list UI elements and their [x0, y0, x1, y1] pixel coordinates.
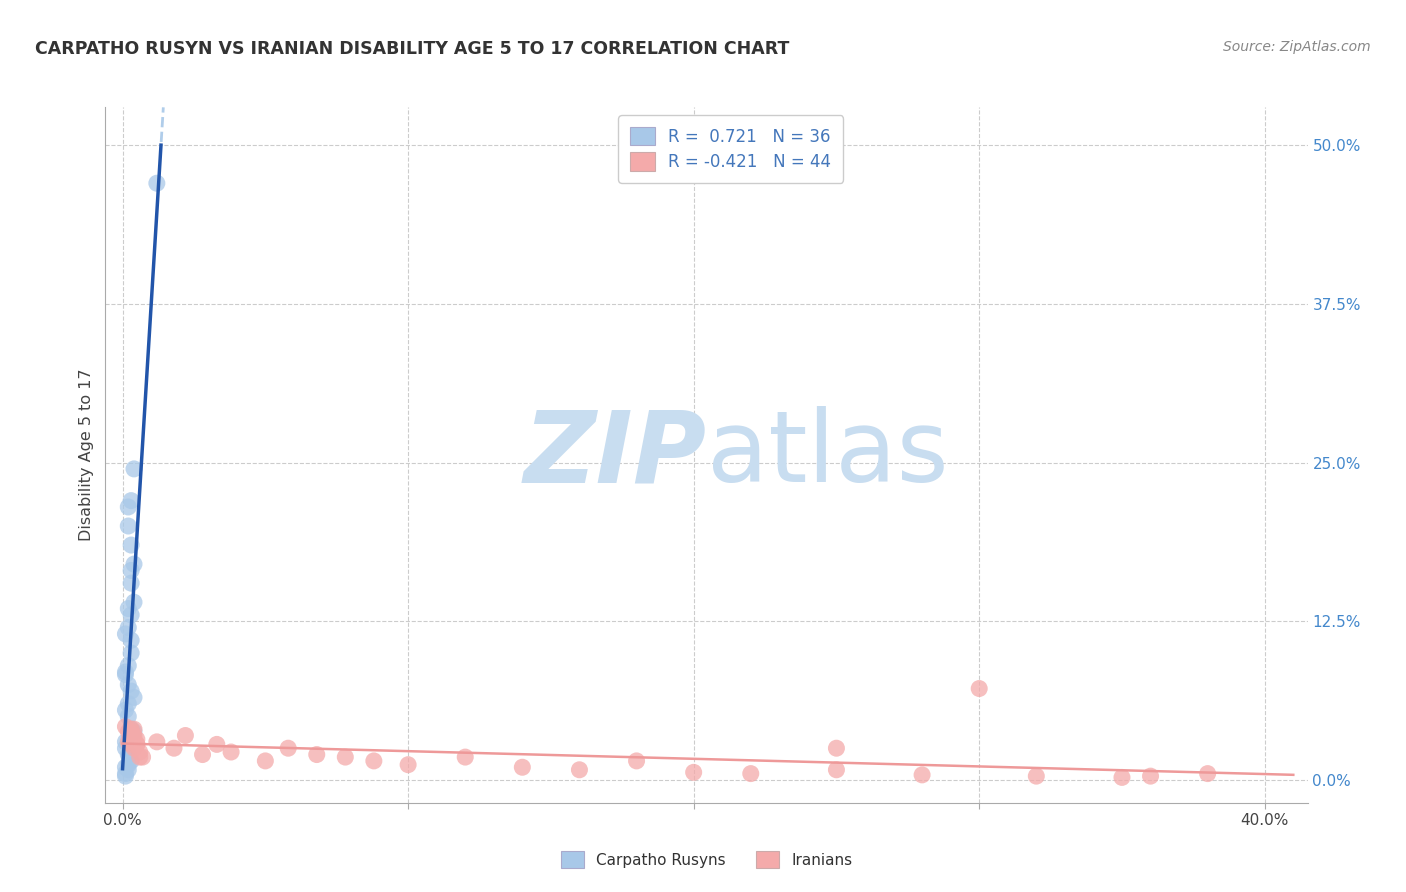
Point: [120, 576, 142, 591]
Point: [740, 766, 762, 780]
Point: [122, 722, 145, 736]
Point: [682, 765, 704, 780]
Point: [120, 684, 142, 698]
Point: [128, 750, 150, 764]
Point: [117, 697, 139, 711]
Point: [219, 745, 242, 759]
Point: [131, 750, 153, 764]
Point: [117, 621, 139, 635]
Point: [117, 757, 139, 772]
Point: [114, 667, 136, 681]
Point: [120, 564, 142, 578]
Point: [122, 690, 145, 705]
Point: [117, 763, 139, 777]
Point: [117, 601, 139, 615]
Point: [626, 754, 648, 768]
Point: [363, 754, 385, 768]
Point: [120, 607, 142, 622]
Point: [125, 738, 148, 752]
Point: [117, 724, 139, 739]
Point: [163, 741, 186, 756]
Point: [120, 646, 142, 660]
Point: [114, 735, 136, 749]
Point: [122, 557, 145, 571]
Point: [1139, 769, 1161, 783]
Point: [146, 735, 169, 749]
Text: CARPATHO RUSYN VS IRANIAN DISABILITY AGE 5 TO 17 CORRELATION CHART: CARPATHO RUSYN VS IRANIAN DISABILITY AGE…: [35, 40, 790, 58]
Text: ZIP: ZIP: [523, 407, 707, 503]
Point: [117, 709, 139, 723]
Point: [122, 729, 145, 743]
Point: [120, 538, 142, 552]
Point: [114, 627, 136, 641]
Point: [117, 500, 139, 514]
Point: [512, 760, 534, 774]
Point: [117, 519, 139, 533]
Point: [568, 763, 591, 777]
Point: [117, 658, 139, 673]
Point: [125, 738, 148, 752]
Point: [396, 757, 419, 772]
Point: [122, 724, 145, 739]
Point: [122, 741, 145, 756]
Point: [120, 724, 142, 739]
Point: [120, 754, 142, 768]
Point: [114, 760, 136, 774]
Point: [277, 741, 299, 756]
Point: [911, 768, 934, 782]
Point: [1197, 766, 1219, 780]
Point: [128, 745, 150, 759]
Point: [335, 750, 357, 764]
Point: [146, 176, 169, 190]
Point: [1025, 769, 1047, 783]
Point: [825, 763, 848, 777]
Text: Source: ZipAtlas.com: Source: ZipAtlas.com: [1223, 40, 1371, 54]
Point: [117, 747, 139, 762]
Point: [114, 741, 136, 756]
Point: [191, 747, 214, 762]
Point: [454, 750, 477, 764]
Point: [114, 665, 136, 679]
Point: [120, 738, 142, 752]
Point: [114, 766, 136, 780]
Point: [174, 729, 197, 743]
Point: [967, 681, 990, 696]
Point: [114, 769, 136, 783]
Point: [1111, 771, 1133, 785]
Point: [254, 754, 277, 768]
Point: [205, 738, 228, 752]
Point: [120, 731, 142, 745]
Point: [122, 732, 145, 747]
Point: [120, 722, 142, 736]
Y-axis label: Disability Age 5 to 17: Disability Age 5 to 17: [79, 368, 94, 541]
Point: [117, 678, 139, 692]
Point: [120, 722, 142, 736]
Point: [122, 462, 145, 476]
Point: [120, 493, 142, 508]
Point: [825, 741, 848, 756]
Text: atlas: atlas: [707, 407, 948, 503]
Point: [305, 747, 328, 762]
Point: [114, 720, 136, 734]
Point: [125, 732, 148, 747]
Point: [114, 703, 136, 717]
Legend: Carpatho Rusyns, Iranians: Carpatho Rusyns, Iranians: [550, 840, 863, 879]
Point: [120, 633, 142, 648]
Point: [117, 735, 139, 749]
Point: [120, 729, 142, 743]
Point: [122, 595, 145, 609]
